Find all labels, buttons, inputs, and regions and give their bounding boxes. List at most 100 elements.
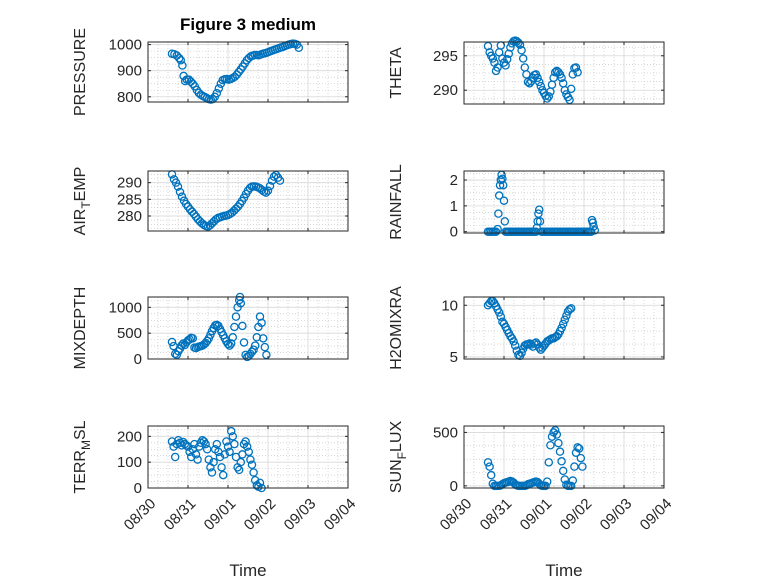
y-axis-label: SUNFLUX — [388, 421, 409, 494]
data-point — [188, 79, 198, 88]
data-point — [188, 334, 198, 343]
axes-frame — [147, 170, 349, 232]
axes-frame — [463, 170, 665, 234]
data-point — [231, 312, 241, 321]
data-point — [265, 181, 275, 191]
data-point — [560, 315, 570, 324]
data-point — [249, 345, 258, 354]
data-point — [568, 476, 578, 485]
data-point — [486, 470, 496, 480]
data-point — [542, 477, 552, 486]
data-point — [534, 343, 544, 352]
data-point — [212, 439, 222, 449]
data-point — [560, 475, 570, 484]
data-point — [242, 442, 252, 451]
subplot-pressure: 800 900 1000 PRESSURE Figure 3 medium — [72, 15, 349, 116]
data-point — [223, 339, 233, 349]
data-point — [541, 481, 550, 491]
data-point — [269, 172, 279, 181]
data-point — [177, 192, 187, 201]
data-point — [504, 49, 514, 58]
y-tick-label: 280 — [117, 208, 142, 225]
data-point — [509, 337, 518, 346]
x-tick-label: 09/04 — [637, 495, 676, 534]
axes-frame — [147, 296, 349, 360]
data-point — [258, 334, 268, 343]
y-tick-label: 0 — [134, 480, 142, 497]
data-point — [500, 217, 510, 226]
data-point — [167, 337, 177, 347]
data-point — [234, 465, 244, 475]
data-point — [523, 340, 533, 349]
data-point — [236, 298, 246, 308]
y-axis-label: PRESSURE — [72, 28, 89, 116]
data-point — [246, 455, 255, 464]
data-point — [522, 70, 531, 79]
data-point — [588, 218, 598, 227]
data-point — [494, 308, 504, 317]
subplot-rainfall: 0 1 2 RAINFALL — [388, 164, 665, 241]
data-point — [175, 187, 185, 197]
data-point — [550, 426, 560, 435]
data-point — [515, 40, 525, 50]
y-tick-label: 1000 — [109, 37, 142, 54]
data-point — [571, 63, 581, 72]
data-point — [239, 338, 249, 347]
y-tick-label: 800 — [117, 89, 142, 106]
data-point — [517, 348, 526, 358]
data-point — [554, 438, 563, 448]
data-point — [518, 54, 528, 63]
data-point — [261, 188, 271, 197]
data-point — [589, 222, 598, 231]
axes-frame — [147, 425, 349, 489]
data-point — [565, 305, 574, 314]
data-point — [566, 304, 576, 313]
data-point — [558, 466, 568, 476]
data-point — [225, 341, 234, 350]
data-point — [502, 54, 512, 64]
data-point — [193, 455, 202, 464]
data-point — [214, 84, 224, 93]
data-point — [250, 475, 260, 485]
data-point — [536, 81, 546, 91]
data-point — [488, 54, 498, 63]
x-tick-label: 08/31 — [477, 495, 516, 534]
data-point — [222, 437, 231, 446]
data-point — [493, 63, 502, 72]
data-point — [573, 68, 582, 77]
data-point — [234, 67, 244, 77]
data-point — [250, 341, 260, 350]
data-point — [552, 430, 562, 439]
y-tick-label: 295 — [433, 48, 458, 65]
data-point — [204, 455, 214, 464]
y-tick-label: 2 — [450, 172, 458, 189]
data-point — [578, 462, 587, 471]
data-point — [218, 470, 228, 480]
data-point — [215, 452, 225, 462]
data-point — [241, 437, 250, 446]
data-point — [496, 175, 506, 185]
y-tick-label: 500 — [433, 424, 458, 441]
data-point — [557, 323, 566, 333]
axes-frame — [463, 425, 665, 489]
x-tick-label: 08/30 — [437, 495, 476, 534]
data-point — [263, 186, 273, 195]
data-point — [171, 178, 181, 187]
data-point — [232, 70, 242, 79]
data-point — [244, 447, 254, 457]
data-point — [573, 443, 582, 452]
data-point — [494, 191, 504, 200]
data-point — [523, 77, 533, 87]
data-point — [558, 319, 568, 329]
axes-frame — [463, 41, 665, 105]
data-point — [178, 61, 187, 70]
data-point — [174, 53, 184, 63]
data-point — [498, 180, 508, 190]
data-point — [565, 95, 574, 105]
data-point — [245, 183, 255, 193]
data-point — [534, 77, 544, 87]
y-tick-label: 290 — [433, 82, 458, 99]
y-tick-label: 10 — [441, 297, 458, 314]
data-point — [501, 61, 510, 70]
x-tick-label: 09/03 — [597, 495, 636, 534]
